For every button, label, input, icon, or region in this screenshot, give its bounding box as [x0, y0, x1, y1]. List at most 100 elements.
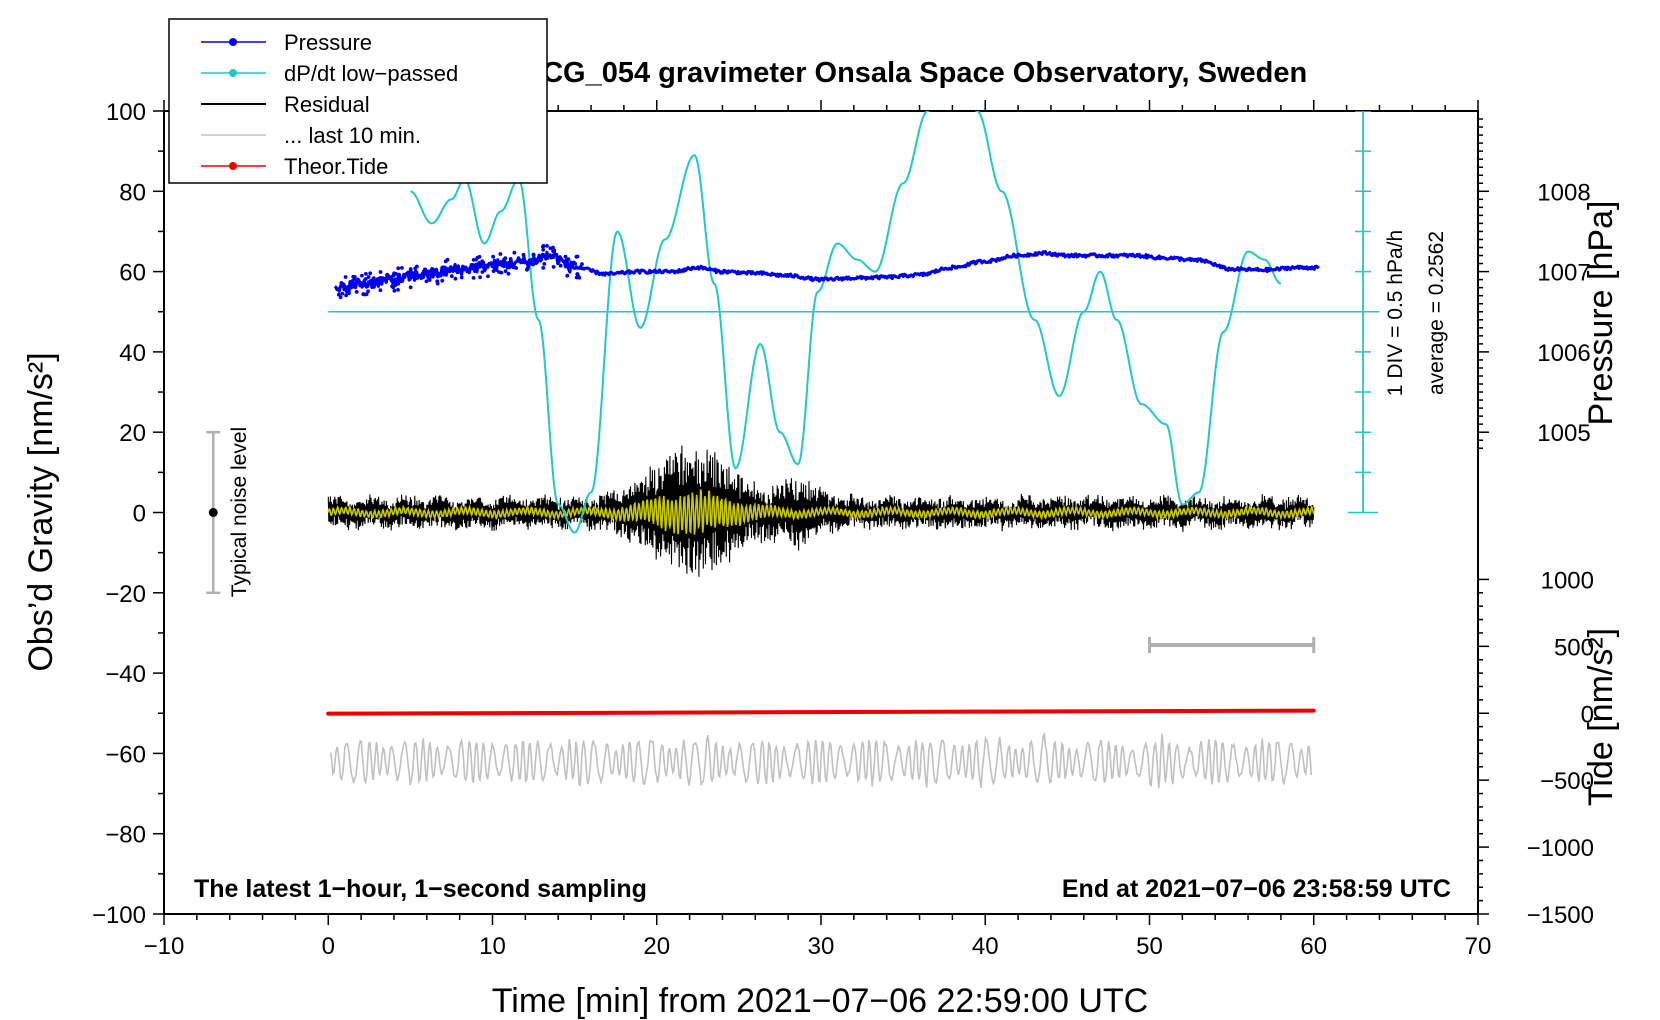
- pressure-point: [478, 275, 482, 280]
- legend-label: Theor.Tide: [284, 154, 388, 179]
- pressure-point: [369, 278, 373, 283]
- pressure-point: [378, 270, 383, 274]
- pressure-point: [545, 244, 549, 248]
- pressure-point: [574, 275, 579, 280]
- pressure-point: [343, 275, 348, 279]
- series-residual-filtered-line: [327, 489, 1315, 535]
- pressure-point: [498, 252, 503, 256]
- pressure-point: [351, 274, 356, 279]
- pressure-point: [414, 276, 419, 281]
- pressure-point: [578, 265, 583, 269]
- y-tick-label-left: −20: [105, 581, 146, 608]
- pressure-point: [580, 262, 584, 266]
- legend-swatch-marker: [229, 38, 237, 46]
- x-tick-label: 30: [808, 933, 835, 960]
- pressure-point: [424, 279, 429, 284]
- pressure-point: [361, 292, 366, 297]
- pressure-point: [563, 254, 568, 259]
- x-tick-label: 50: [1136, 933, 1163, 960]
- legend-label: Residual: [284, 92, 370, 117]
- axes-layer: −10 0 10 20 30 40 50 60 70100806040200−20−40−60−…: [92, 99, 1594, 960]
- pressure-point: [378, 288, 383, 293]
- pressure-point: [393, 283, 398, 287]
- tide-tick-label: 500: [1554, 634, 1594, 661]
- y-tick-label-left: −80: [105, 822, 146, 849]
- pressure-point: [531, 253, 536, 257]
- pressure-point: [455, 270, 460, 275]
- pressure-point: [558, 263, 563, 268]
- pressure-point: [565, 273, 570, 278]
- pressure-point: [555, 257, 560, 261]
- pressure-point: [347, 291, 351, 296]
- pressure-point: [542, 262, 547, 266]
- pressure-point: [575, 272, 580, 276]
- pressure-point: [447, 269, 452, 274]
- pressure-tick-label: 1008: [1537, 179, 1590, 206]
- pressure-point: [536, 256, 540, 261]
- x-tick-label: 60: [1300, 933, 1327, 960]
- pressure-point: [385, 273, 389, 277]
- pressure-point: [396, 288, 400, 292]
- legend-label: dP/dt low−passed: [284, 61, 458, 86]
- pressure-point: [408, 267, 413, 271]
- series-pressure-line: [333, 250, 1320, 294]
- y-tick-label-left: 0: [133, 501, 146, 528]
- pressure-tick-label: 1007: [1537, 260, 1590, 287]
- pressure-point: [353, 281, 357, 286]
- x-axis-title: Time [min] from 2021−07−06 22:59:00 UTC: [492, 982, 1148, 1020]
- pressure-point: [371, 276, 376, 281]
- pressure-point: [484, 263, 489, 268]
- y-tick-label-left: 100: [106, 99, 146, 126]
- pressure-point: [364, 272, 368, 276]
- pressure-point: [408, 285, 413, 290]
- x-tick-label: 20: [643, 933, 670, 960]
- pressure-point: [396, 266, 401, 271]
- pressure-point: [390, 284, 394, 289]
- pressure-point: [431, 267, 436, 272]
- pressure-point: [427, 278, 432, 282]
- pressure-point: [566, 257, 571, 262]
- pressure-point: [365, 284, 370, 288]
- tide-tick-label: −500: [1540, 768, 1594, 795]
- legend-swatch-marker: [229, 69, 237, 77]
- x-tick-label: 40: [972, 933, 999, 960]
- pressure-point: [541, 247, 546, 252]
- pressure-point: [461, 267, 466, 272]
- tide-tick-label: −1500: [1527, 902, 1594, 929]
- pressure-point: [482, 266, 486, 270]
- pressure-point: [363, 277, 368, 281]
- pressure-point: [575, 254, 580, 259]
- pressure-point: [426, 269, 431, 274]
- series-residual-line: [327, 445, 1315, 577]
- noise-bar-center-dot: [208, 508, 218, 517]
- tide-tick-label: 1000: [1541, 567, 1594, 594]
- pressure-point: [528, 259, 533, 264]
- pressure-point: [455, 267, 460, 272]
- pressure-point: [338, 295, 343, 300]
- pressure-point: [351, 284, 355, 289]
- pressure-point: [435, 281, 440, 286]
- pressure-point: [340, 291, 345, 296]
- x-tick-label: −10: [144, 933, 185, 960]
- pressure-point: [344, 293, 348, 298]
- pressure-point: [552, 248, 557, 253]
- x-tick-label: 70: [1465, 933, 1492, 960]
- pressure-point: [396, 281, 401, 286]
- y-tick-label-left: −100: [92, 902, 146, 929]
- pressure-point: [479, 263, 484, 268]
- pressure-point: [366, 289, 370, 294]
- series-tide-line: [326, 708, 1316, 716]
- tide-tick-label: −1000: [1527, 835, 1594, 862]
- pressure-point: [541, 266, 546, 270]
- pressure-point: [392, 271, 396, 276]
- pressure-tick-label: 1006: [1537, 340, 1590, 367]
- pressure-point: [452, 268, 457, 272]
- pressure-point: [420, 275, 425, 280]
- pressure-point: [453, 276, 458, 281]
- series-last10-line: [329, 732, 1313, 789]
- pressure-point: [567, 264, 571, 269]
- legend-box: [168, 18, 548, 184]
- pressure-point: [415, 273, 420, 277]
- pressure-point: [562, 259, 566, 264]
- pressure-point: [525, 266, 530, 271]
